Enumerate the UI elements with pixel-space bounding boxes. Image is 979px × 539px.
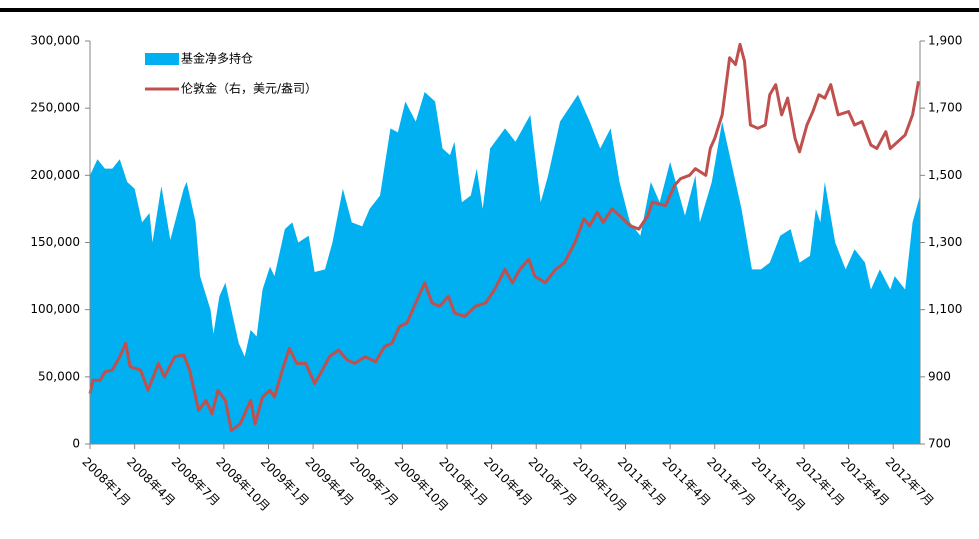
y2-tick-label: 900 [928, 369, 951, 383]
y2-tick-label: 700 [928, 437, 951, 451]
legend-swatch [145, 53, 179, 65]
y2-tick-label: 1,500 [928, 168, 962, 182]
y2-tick-label: 1,300 [928, 235, 962, 249]
y2-tick-label: 1,900 [928, 34, 962, 48]
header-bar [0, 8, 979, 12]
y-tick-label: 200,000 [30, 168, 80, 182]
x-tick-label: 2012年7月 [883, 455, 937, 509]
line [88, 42, 920, 433]
y-tick-label: 150,000 [30, 235, 80, 249]
y2-tick-label: 1,700 [928, 101, 962, 115]
y-tick-label: 50,000 [38, 369, 80, 383]
y-tick-label: 300,000 [30, 34, 80, 48]
y-tick-label: 250,000 [30, 101, 80, 115]
y2-tick-label: 1,100 [928, 302, 962, 316]
legend-label: 基金净多持仓 [181, 51, 253, 66]
legend-label: 伦敦金（右，美元/盎司） [181, 81, 317, 96]
y-tick-label: 0 [72, 437, 80, 451]
y-tick-label: 100,000 [30, 302, 80, 316]
